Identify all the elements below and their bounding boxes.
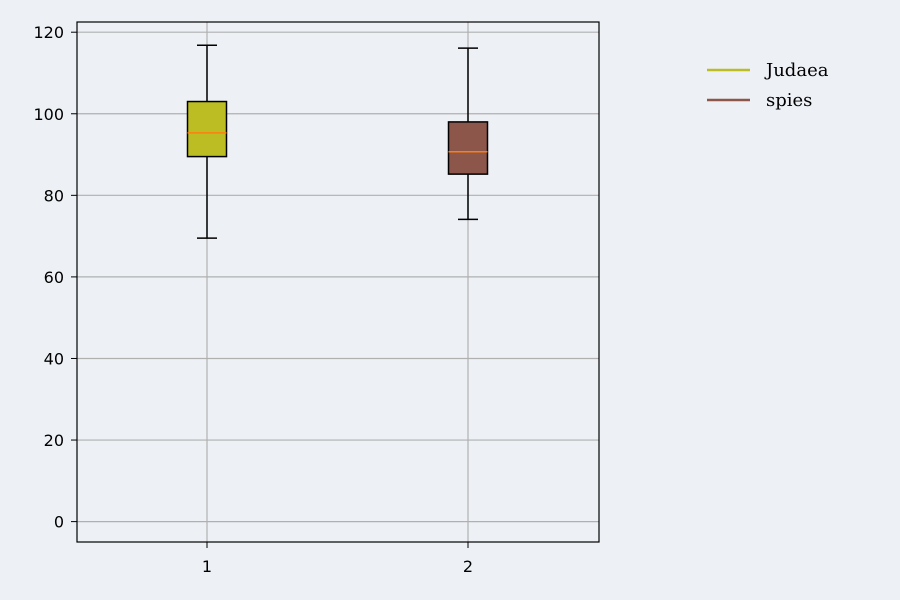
x-tick-label: 1 (202, 557, 212, 576)
boxes (186, 44, 489, 239)
y-tick-label: 60 (44, 268, 64, 287)
legend-label: Judaea (764, 60, 829, 81)
legend-label: spies (766, 90, 812, 111)
y-tick-label: 120 (33, 23, 64, 42)
box-iqr (447, 121, 489, 175)
y-tick-label: 80 (44, 186, 64, 205)
plot-frame (76, 21, 600, 543)
y-axis: 0 20 40 60 80 100 120 (33, 23, 77, 532)
y-tick-label: 100 (33, 105, 64, 124)
y-tick-label: 0 (54, 513, 64, 532)
box-judaea (186, 44, 228, 239)
y-tick-label: 40 (44, 349, 64, 368)
grid-lines (77, 22, 599, 542)
plot-background (77, 22, 599, 542)
box-iqr (186, 100, 228, 158)
box-spies (447, 47, 489, 221)
x-tick-label: 2 (463, 557, 473, 576)
legend: Judaea spies (707, 60, 829, 111)
y-tick-label: 20 (44, 431, 64, 450)
